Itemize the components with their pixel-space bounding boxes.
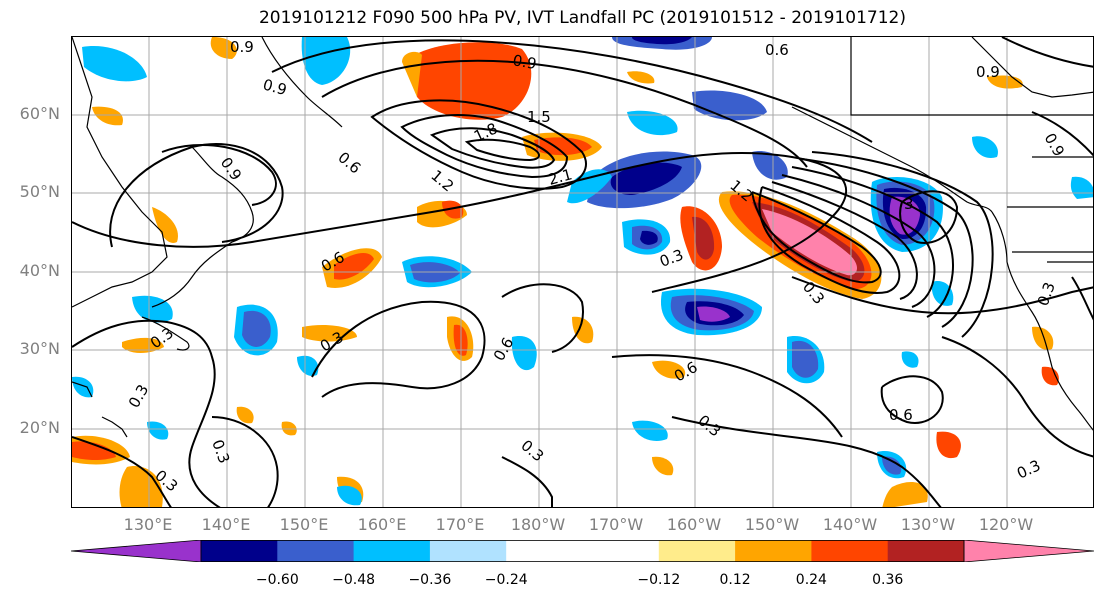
map-panel[interactable]: 0.9 0.9 0.9 0.6 0.9 0.9 1.5 1.8 2.1 1.2 … <box>71 36 1094 508</box>
map-canvas: 0.9 0.9 0.9 0.6 0.9 0.9 1.5 1.8 2.1 1.2 … <box>72 37 1093 507</box>
contour-label: 0.3 <box>517 436 547 465</box>
contour-label: 0.9 <box>976 63 1000 81</box>
longitude-label: 150°W <box>744 515 800 534</box>
latitude-label: 30°N <box>19 339 60 358</box>
contour-label: 0.9 <box>217 154 245 184</box>
colorbar-tick-label: −0.24 <box>484 572 528 588</box>
contour-label: 0.3 <box>1034 280 1059 309</box>
longitude-label: 150°E <box>279 515 329 534</box>
colorbar-extend-high <box>963 539 1095 563</box>
contour-label: 0.6 <box>765 41 789 59</box>
contour-labels: 0.9 0.9 0.9 0.6 0.9 0.9 1.5 1.8 2.1 1.2 … <box>125 38 1068 495</box>
contour-label: 3 <box>904 195 914 213</box>
colorbar-border <box>200 540 965 562</box>
colorbar-segment <box>201 540 278 562</box>
contour-label: 1.5 <box>527 108 551 126</box>
contour-label: 0.9 <box>1041 130 1069 160</box>
contour-label: 0.3 <box>1014 456 1043 482</box>
colorbar-tick-label: 0.12 <box>719 572 751 588</box>
contour-label: 2.1 <box>546 165 574 189</box>
latitude-label: 50°N <box>19 182 60 201</box>
longitude-label: 130°E <box>123 515 173 534</box>
contour-label: 0.3 <box>694 411 724 440</box>
longitude-label: 130°W <box>900 515 956 534</box>
pv-contours <box>72 37 1093 507</box>
colorbar-segment <box>658 540 736 562</box>
colorbar-segment <box>811 540 889 562</box>
longitude-label: 170°E <box>435 515 485 534</box>
colorbar-segment <box>887 540 965 562</box>
colorbar-tick-label: 0.36 <box>872 572 904 588</box>
contour-label: 0.6 <box>671 358 701 386</box>
contour-label: 0.6 <box>889 406 913 424</box>
colorbar-tick-label: −0.60 <box>255 572 299 588</box>
contour-label: 1.2 <box>427 166 457 195</box>
coastlines <box>72 37 1093 438</box>
colorbar-segment <box>353 540 431 562</box>
colorbar-segment <box>506 540 583 562</box>
colorbar-tick-label: −0.48 <box>332 572 376 588</box>
colorbar-svg <box>70 539 1095 563</box>
latitude-label: 40°N <box>19 261 60 280</box>
colorbar-segment <box>735 540 812 562</box>
longitude-label: 140°E <box>201 515 251 534</box>
contour-label: 0.9 <box>230 38 254 56</box>
contour-label: 0.9 <box>511 51 538 73</box>
contour-label: 0.9 <box>261 75 289 99</box>
longitude-label: 180°W <box>510 515 566 534</box>
contour-label: 1.8 <box>471 119 500 145</box>
colorbar-extend-low <box>70 539 202 563</box>
contour-label: 0.3 <box>125 381 153 411</box>
longitude-label: 160°E <box>357 515 407 534</box>
colorbar-segment <box>429 540 507 562</box>
contour-label: 0.3 <box>208 437 233 466</box>
latitude-label: 20°N <box>19 418 60 437</box>
longitude-label: 120°W <box>978 515 1034 534</box>
colorbar-tick-label: −0.12 <box>637 572 681 588</box>
longitude-label: 170°W <box>588 515 644 534</box>
colorbar-tick-label: −0.36 <box>408 572 452 588</box>
colorbar <box>70 539 1095 563</box>
contour-label: 0.6 <box>334 148 364 177</box>
colorbar-tick-label: 0.24 <box>795 572 827 588</box>
map-title: 2019101212 F090 500 hPa PV, IVT Landfall… <box>258 8 906 28</box>
longitude-label: 140°W <box>822 515 878 534</box>
latitude-label: 60°N <box>19 104 60 123</box>
colorbar-segment <box>277 540 355 562</box>
colorbar-segment <box>582 540 660 562</box>
longitude-label: 160°W <box>666 515 722 534</box>
